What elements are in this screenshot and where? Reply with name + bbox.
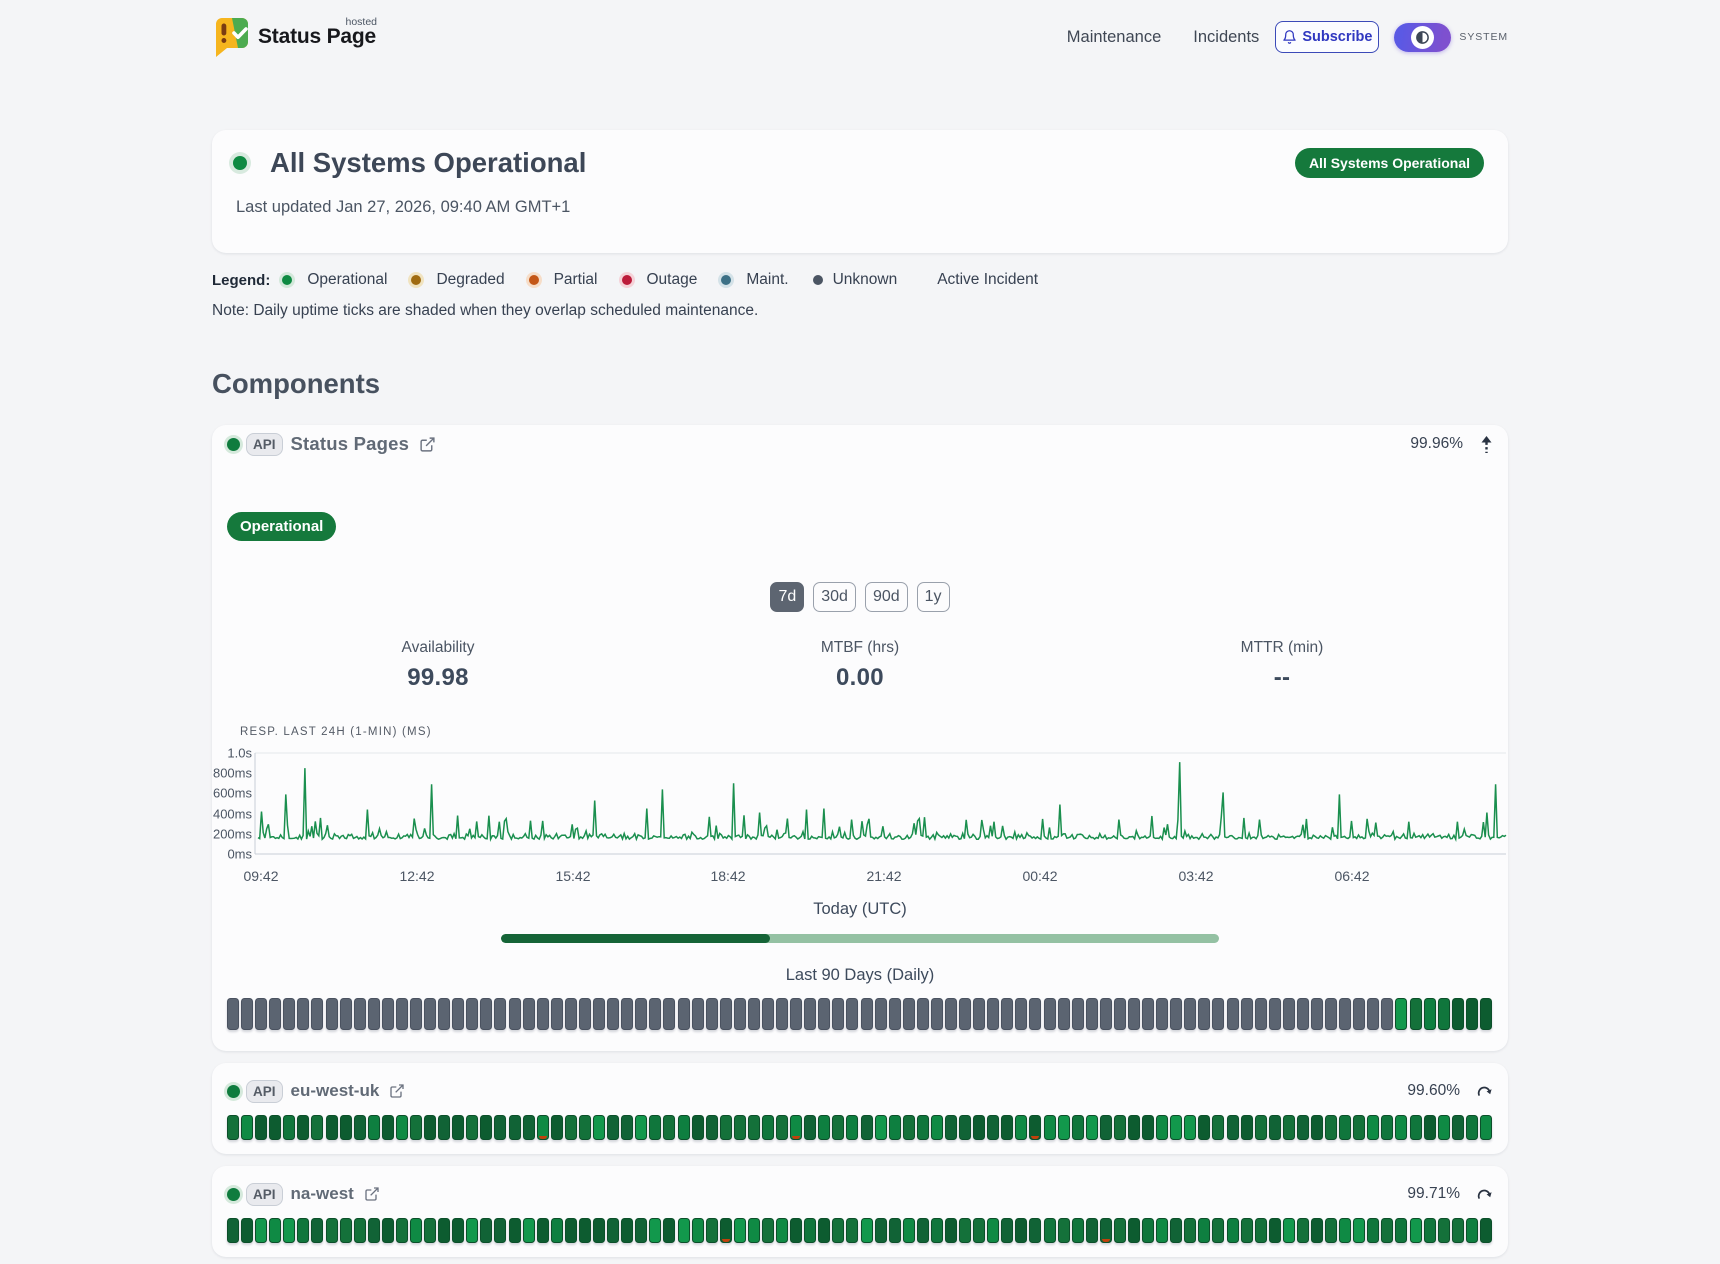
svg-text:21:42: 21:42	[866, 868, 901, 884]
svg-text:0ms: 0ms	[227, 847, 252, 862]
svg-text:400ms: 400ms	[213, 807, 253, 822]
svg-text:1.0s: 1.0s	[227, 746, 252, 761]
svg-text:03:42: 03:42	[1178, 868, 1213, 884]
svg-text:18:42: 18:42	[710, 868, 745, 884]
svg-text:800ms: 800ms	[213, 766, 253, 781]
svg-text:00:42: 00:42	[1022, 868, 1057, 884]
svg-text:15:42: 15:42	[555, 868, 590, 884]
svg-text:06:42: 06:42	[1334, 868, 1369, 884]
svg-text:600ms: 600ms	[213, 786, 253, 801]
svg-text:12:42: 12:42	[399, 868, 434, 884]
svg-text:09:42: 09:42	[243, 868, 278, 884]
svg-text:200ms: 200ms	[213, 827, 253, 842]
